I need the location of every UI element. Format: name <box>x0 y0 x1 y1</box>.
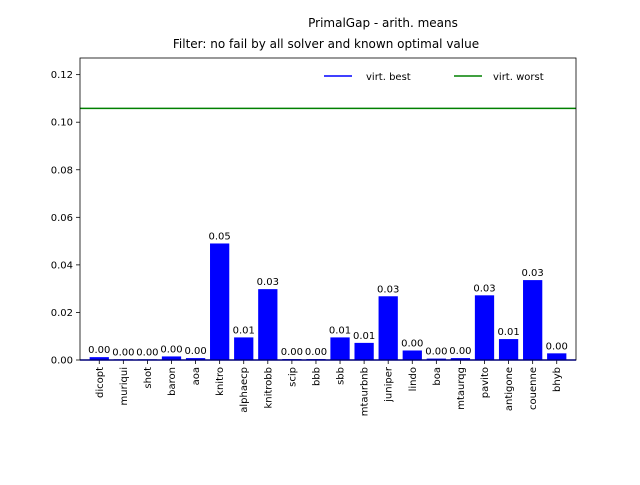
bar-value-label-lindo: 0.00 <box>401 338 423 349</box>
chart-title: PrimalGap - arith. means <box>308 16 458 30</box>
legend-label-1: virt. worst <box>493 72 544 83</box>
x-tick-label-boa: boa <box>432 367 443 386</box>
bar-value-label-shot: 0.00 <box>136 347 158 358</box>
y-tick-label-1: 0.02 <box>51 308 73 319</box>
bar-value-label-mtaurbnb: 0.01 <box>353 331 375 342</box>
bar-antigone <box>498 339 519 360</box>
x-tick-label-mtaurqg: mtaurqg <box>456 367 467 410</box>
x-tick-label-aoa: aoa <box>191 367 202 385</box>
bar-value-label-bhyb: 0.00 <box>546 341 568 352</box>
chart-subtitle: Filter: no fail by all solver and known … <box>173 37 479 51</box>
bar-value-label-knitro: 0.05 <box>209 231 231 242</box>
x-tick-label-sbb: sbb <box>336 367 347 385</box>
bar-sbb <box>330 337 350 360</box>
bar-value-label-knitrobb: 0.03 <box>257 277 279 288</box>
x-tick-label-antigone: antigone <box>504 367 515 411</box>
x-tick-label-bhyb: bhyb <box>552 367 563 392</box>
y-tick-label-4: 0.08 <box>51 165 73 176</box>
y-tick-label-6: 0.12 <box>51 70 73 81</box>
bar-baron <box>161 356 182 360</box>
bar-value-label-baron: 0.00 <box>160 344 182 355</box>
bar-mtaurbnb <box>354 342 374 360</box>
bar-value-label-couenne: 0.03 <box>522 268 544 279</box>
x-tick-label-juniper: juniper <box>384 366 395 403</box>
bar-value-label-antigone: 0.01 <box>497 327 519 338</box>
x-tick-label-lindo: lindo <box>408 367 419 391</box>
x-tick-label-dicopt: dicopt <box>95 367 106 398</box>
bar-value-label-boa: 0.00 <box>425 347 447 358</box>
bar-value-label-juniper: 0.03 <box>377 284 399 295</box>
x-tick-label-mtaurbnb: mtaurbnb <box>360 367 371 416</box>
bar-juniper <box>378 296 398 360</box>
bar-value-label-sbb: 0.01 <box>329 325 351 336</box>
x-tick-label-alphaecp: alphaecp <box>239 367 250 413</box>
bar-value-label-dicopt: 0.00 <box>88 345 110 356</box>
x-tick-label-couenne: couenne <box>528 367 539 410</box>
x-tick-label-muriqui: muriqui <box>119 367 130 405</box>
plot-area: 0.00 dicopt 0.00 muriqui 0.00 shot 0.00 baron 0.… <box>51 57 577 416</box>
x-tick-label-knitrobb: knitrobb <box>263 367 274 409</box>
bar-bhyb <box>547 353 567 360</box>
y-tick-label-0: 0.00 <box>51 356 73 367</box>
y-tick-label-3: 0.06 <box>51 213 73 224</box>
bar-value-label-pavito: 0.03 <box>473 283 495 294</box>
x-tick-label-baron: baron <box>167 367 178 396</box>
y-tick-label-2: 0.04 <box>51 260 73 271</box>
bar-mtaurqg <box>450 358 471 360</box>
bar-aoa <box>185 358 206 360</box>
x-tick-label-scip: scip <box>287 367 298 387</box>
bar-value-label-muriqui: 0.00 <box>112 347 134 358</box>
bar-value-label-bbb: 0.00 <box>305 347 327 358</box>
legend-label-0: virt. best <box>366 72 411 83</box>
bar-pavito <box>474 295 495 360</box>
x-tick-label-knitro: knitro <box>215 367 226 396</box>
y-tick-label-5: 0.10 <box>51 118 73 129</box>
x-tick-label-pavito: pavito <box>480 367 491 398</box>
bar-lindo <box>402 350 422 360</box>
bar-couenne <box>523 280 543 360</box>
bar-value-label-aoa: 0.00 <box>184 346 206 357</box>
x-tick-label-shot: shot <box>143 367 154 389</box>
bar-value-label-scip: 0.00 <box>281 347 303 358</box>
bar-dicopt <box>89 357 109 360</box>
axes-frame <box>79 57 577 361</box>
bar-value-label-alphaecp: 0.01 <box>233 325 255 336</box>
bar-alphaecp <box>234 337 254 360</box>
bar-knitrobb <box>258 289 278 360</box>
x-tick-label-bbb: bbb <box>311 367 322 386</box>
bar-value-label-mtaurqg: 0.00 <box>449 346 471 357</box>
bar-knitro <box>210 243 230 360</box>
